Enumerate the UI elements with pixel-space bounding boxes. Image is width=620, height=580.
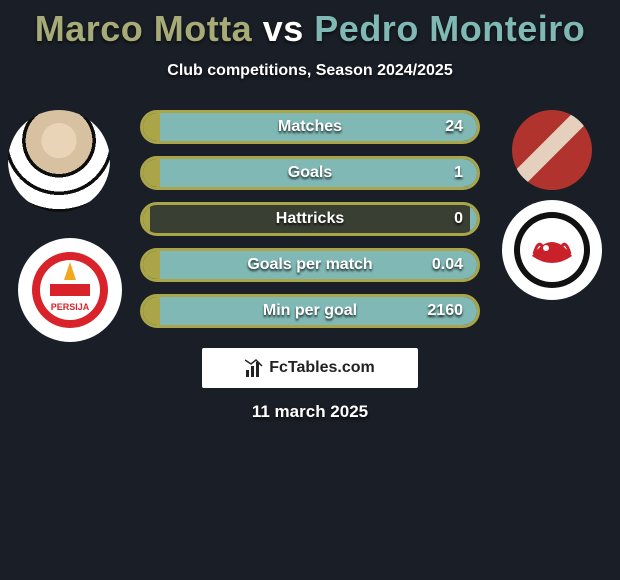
left-club-crest: PERSIJA xyxy=(18,238,122,342)
snapshot-date: 11 march 2025 xyxy=(252,402,368,422)
bar-fill-left xyxy=(143,113,160,141)
bar-fill-right xyxy=(470,205,477,233)
bar-chart-icon xyxy=(245,358,265,378)
bar-value-right: 24 xyxy=(445,118,463,136)
bar-label: Hattricks xyxy=(276,210,344,228)
madura-crest-icon xyxy=(512,210,592,290)
stat-bar: Matches 24 xyxy=(140,110,480,144)
svg-text:PERSIJA: PERSIJA xyxy=(51,302,90,312)
title-vs: vs xyxy=(263,8,304,49)
bar-fill-left xyxy=(143,159,160,187)
page-title: Marco Motta vs Pedro Monteiro xyxy=(0,0,620,50)
bar-label: Min per goal xyxy=(263,302,357,320)
bar-fill-left xyxy=(143,297,160,325)
stat-bar: Hattricks 0 xyxy=(140,202,480,236)
bar-label: Goals xyxy=(288,164,332,182)
bar-value-right: 0 xyxy=(454,210,463,228)
left-player-photo xyxy=(8,110,110,212)
bar-label: Matches xyxy=(278,118,342,136)
persija-crest-icon: PERSIJA xyxy=(30,250,110,330)
bar-value-right: 1 xyxy=(454,164,463,182)
bar-fill-left xyxy=(143,205,150,233)
title-player1: Marco Motta xyxy=(35,8,253,49)
stat-bar: Goals 1 xyxy=(140,156,480,190)
bar-value-right: 0.04 xyxy=(432,256,463,274)
right-club-crest xyxy=(502,200,602,300)
brand-box: FcTables.com xyxy=(202,348,418,388)
bar-value-right: 2160 xyxy=(427,302,463,320)
stat-bar: Goals per match 0.04 xyxy=(140,248,480,282)
title-player2: Pedro Monteiro xyxy=(314,8,585,49)
bar-fill-left xyxy=(143,251,160,279)
stats-bars: Matches 24 Goals 1 Hattricks 0 Goals per match… xyxy=(140,110,480,340)
brand-label: FcTables.com xyxy=(269,359,375,377)
right-player-photo xyxy=(512,110,592,190)
bar-label: Goals per match xyxy=(247,256,372,274)
stat-bar: Min per goal 2160 xyxy=(140,294,480,328)
subtitle: Club competitions, Season 2024/2025 xyxy=(0,62,620,80)
